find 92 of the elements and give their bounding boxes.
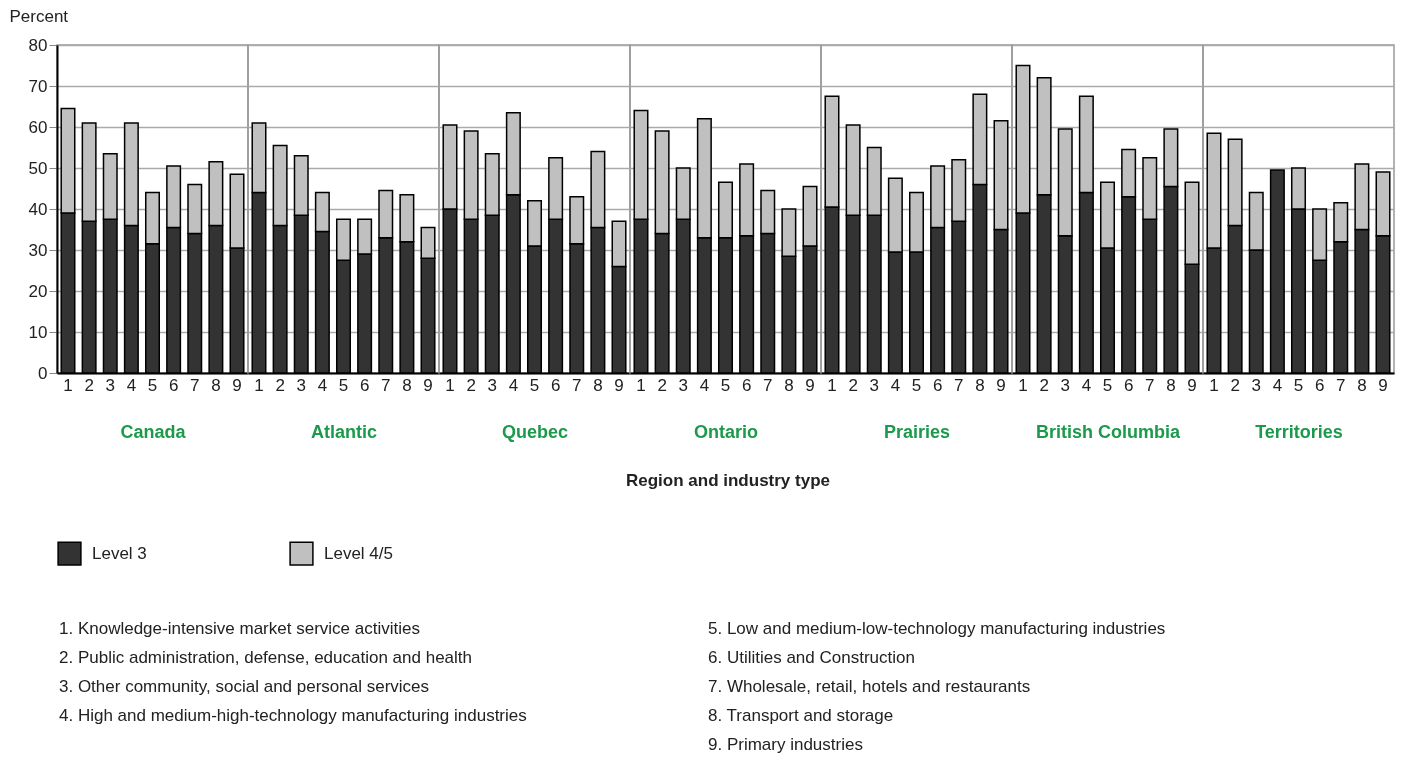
- x-tick-label: 7: [1145, 375, 1155, 395]
- x-tick-label: 2: [1230, 375, 1240, 395]
- x-tick-label: 1: [254, 375, 264, 395]
- x-tick-label: 3: [296, 375, 306, 395]
- x-tick-label: 5: [1293, 375, 1304, 395]
- text: 2. Public administration, defense, education and health: [59, 648, 472, 667]
- text: 3. Other community, social and personal services: [59, 677, 430, 696]
- x-tick-label: 3: [1060, 375, 1070, 395]
- x-tick-label: 5: [338, 375, 349, 395]
- text: 4. High and medium-high-technology manufacturing industries: [59, 706, 527, 725]
- x-tick-label: 9: [805, 375, 815, 395]
- x-tick-label: 7: [1336, 375, 1346, 395]
- x-tick-label: 8: [1166, 375, 1176, 395]
- x-tick-label: 4: [508, 375, 519, 395]
- y-tick-label: 70: [28, 76, 48, 96]
- x-tick-label: 3: [869, 375, 879, 395]
- legend-label: Level 4/5: [324, 543, 393, 563]
- x-tick-label: 5: [1102, 375, 1113, 395]
- x-axis-title: Ontario: [693, 421, 759, 442]
- x-tick-label: 1: [445, 375, 455, 395]
- y-tick-label: 60: [28, 117, 48, 137]
- x-tick-label: 8: [593, 375, 603, 395]
- x-tick-label: 2: [1039, 375, 1049, 395]
- x-tick-label: 6: [741, 375, 752, 395]
- text: 6. Utilities and Construction: [708, 648, 915, 667]
- text: Region and industry type: [625, 471, 831, 490]
- text: 7. Wholesale, retail, hotels and restaurants: [708, 677, 1031, 696]
- x-tick-label: 5: [911, 375, 922, 395]
- x-tick-label: 7: [190, 375, 200, 395]
- x-tick-label: 6: [168, 375, 179, 395]
- x-tick-label: 7: [763, 375, 773, 395]
- x-tick-label: 6: [932, 375, 943, 395]
- x-tick-label: 3: [487, 375, 497, 395]
- text: 8. Transport and storage: [708, 706, 894, 725]
- y-tick-label: 20: [28, 281, 48, 301]
- x-tick-label: 8: [402, 375, 412, 395]
- x-tick-label: 4: [126, 375, 137, 395]
- y-tick-label: 10: [28, 322, 48, 342]
- x-axis-title: Quebec: [501, 421, 569, 442]
- x-tick-label: 9: [614, 375, 624, 395]
- x-tick-label: 5: [529, 375, 540, 395]
- x-axis-title: Prairies: [883, 421, 951, 442]
- x-tick-label: 3: [1251, 375, 1261, 395]
- x-tick-label: 6: [1314, 375, 1325, 395]
- x-tick-label: 7: [954, 375, 964, 395]
- x-tick-label: 4: [1081, 375, 1092, 395]
- x-tick-label: 1: [827, 375, 837, 395]
- x-tick-label: 4: [699, 375, 710, 395]
- legend-label: Level 3: [92, 543, 147, 563]
- x-axis-title: British Columbia: [1035, 421, 1181, 442]
- x-tick-label: 8: [784, 375, 794, 395]
- x-tick-label: 3: [105, 375, 115, 395]
- text: 1. Knowledge-intensive market service activities: [59, 619, 420, 638]
- x-tick-label: 8: [1357, 375, 1367, 395]
- text: 9. Primary industries: [708, 735, 863, 754]
- x-axis-title: Atlantic: [310, 421, 378, 442]
- text: 5. Low and medium-low-technology manufacturing industries: [708, 619, 1166, 638]
- y-tick-label: 50: [28, 158, 48, 178]
- x-tick-label: 3: [678, 375, 688, 395]
- x-tick-label: 7: [381, 375, 391, 395]
- x-tick-label: 6: [1123, 375, 1134, 395]
- x-tick-label: 1: [1018, 375, 1028, 395]
- x-tick-label: 9: [996, 375, 1006, 395]
- y-tick-label: 80: [28, 35, 48, 55]
- x-tick-label: 2: [275, 375, 285, 395]
- x-tick-label: 2: [84, 375, 94, 395]
- x-axis-title: Territories: [1255, 421, 1343, 442]
- x-tick-label: 1: [636, 375, 646, 395]
- x-tick-label: 2: [466, 375, 476, 395]
- x-tick-label: 6: [359, 375, 370, 395]
- x-tick-label: 8: [211, 375, 221, 395]
- x-tick-label: 9: [1187, 375, 1197, 395]
- x-axis-title: Canada: [120, 421, 187, 442]
- x-tick-label: 2: [848, 375, 858, 395]
- x-tick-label: 8: [975, 375, 985, 395]
- x-tick-label: 1: [1209, 375, 1219, 395]
- x-tick-label: 1: [63, 375, 73, 395]
- x-tick-label: 5: [720, 375, 731, 395]
- x-tick-label: 9: [423, 375, 433, 395]
- y-tick-label: 40: [28, 199, 48, 219]
- x-tick-label: 2: [657, 375, 667, 395]
- y-tick-label: 0: [38, 363, 48, 383]
- x-tick-label: 5: [147, 375, 158, 395]
- x-tick-label: 6: [550, 375, 561, 395]
- x-tick-label: 7: [572, 375, 582, 395]
- x-tick-label: 4: [317, 375, 328, 395]
- y-tick-label: 30: [28, 240, 48, 260]
- x-tick-label: 4: [1272, 375, 1283, 395]
- x-tick-label: 9: [1378, 375, 1388, 395]
- y-axis-title: Percent: [9, 6, 69, 26]
- x-tick-label: 9: [232, 375, 242, 395]
- x-tick-label: 4: [890, 375, 901, 395]
